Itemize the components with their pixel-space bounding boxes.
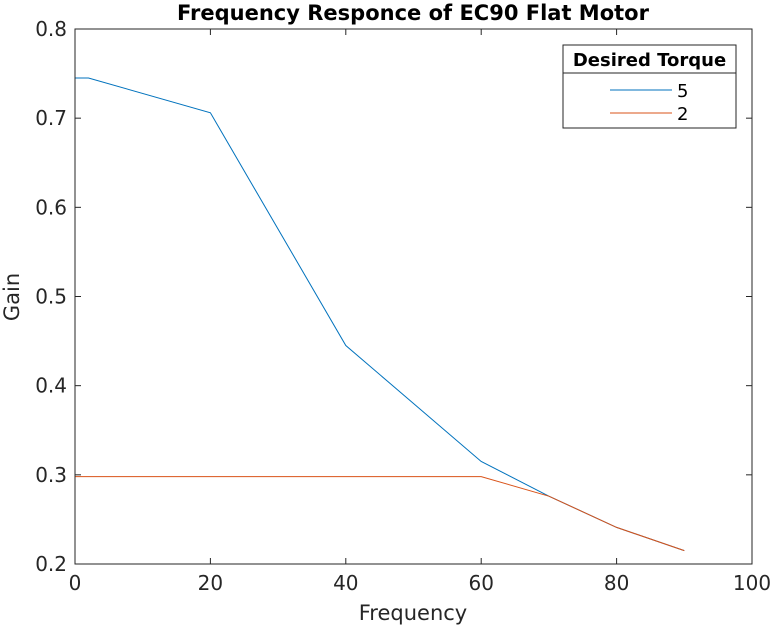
x-tick-label: 60 — [468, 571, 493, 595]
series-line-2 — [75, 476, 685, 552]
y-tick-label: 0.3 — [35, 463, 67, 487]
legend-title: Desired Torque — [573, 50, 726, 71]
x-tick-label: 0 — [69, 571, 82, 595]
y-tick-label: 0.5 — [35, 285, 67, 309]
x-tick-label: 40 — [333, 571, 358, 595]
y-tick-label: 0.4 — [35, 374, 67, 398]
legend-label-5: 5 — [677, 81, 688, 102]
x-axis-ticks: 0 20 40 60 80 100 — [69, 29, 771, 595]
y-axis-title: Gain — [0, 273, 24, 321]
y-tick-label: 0.2 — [35, 552, 67, 576]
x-tick-label: 100 — [733, 571, 771, 595]
y-tick-label: 0.6 — [35, 195, 67, 219]
x-axis-title: Frequency — [359, 601, 468, 625]
y-tick-label: 0.8 — [35, 17, 67, 41]
y-axis-ticks: 0.2 0.3 0.4 0.5 0.6 0.7 0.8 — [35, 17, 752, 576]
series-layer — [75, 77, 685, 552]
legend-items: 52 — [610, 81, 688, 125]
legend: Desired Torque 52 — [562, 44, 737, 129]
legend-box — [562, 44, 737, 129]
x-tick-label: 20 — [198, 571, 223, 595]
chart-title: Frequency Responce of EC90 Flat Motor — [177, 1, 650, 25]
legend-label-2: 2 — [677, 104, 688, 125]
x-tick-label: 80 — [604, 571, 629, 595]
y-tick-label: 0.7 — [35, 106, 67, 130]
